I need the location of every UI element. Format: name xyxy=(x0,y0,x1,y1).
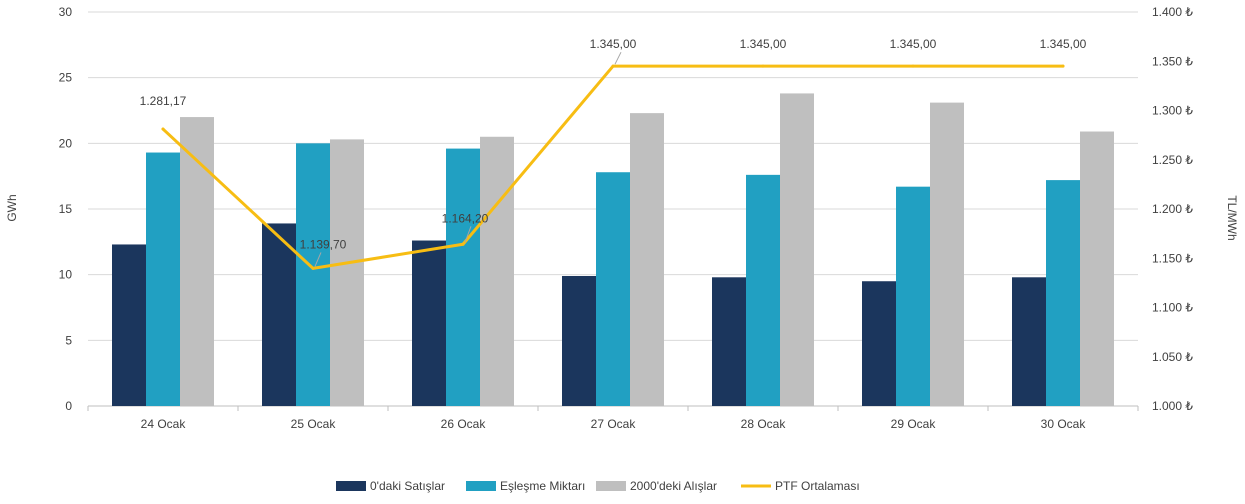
bar xyxy=(1012,277,1046,406)
bar xyxy=(412,240,446,406)
label-leader xyxy=(614,51,622,65)
bar xyxy=(330,139,364,407)
legend-label: 2000'deki Alışlar xyxy=(630,479,717,493)
ptf-data-label: 1.164,20 xyxy=(442,211,489,225)
y-axis-title: GWh xyxy=(5,194,19,221)
y-tick-label: 20 xyxy=(59,136,73,150)
x-tick-label: 24 Ocak xyxy=(141,417,187,431)
ptf-point xyxy=(611,64,615,68)
y2-tick-label: 1.150 ₺ xyxy=(1152,251,1193,265)
x-axis-ticks: 24 Ocak 25 Ocak 26 Ocak 27 Ocak 28 Ocak 29 Oc… xyxy=(87,406,1139,431)
ptf-data-labels: 1.281,17 1.139,70 1.164,20 1.345,00 1.345,00… xyxy=(140,37,1087,267)
bar xyxy=(446,148,480,406)
x-tick-label: 25 Ocak xyxy=(291,417,337,431)
bar xyxy=(146,152,180,406)
x-tick-label: 26 Ocak xyxy=(441,417,487,431)
legend-label: 0'daki Satışlar xyxy=(370,479,445,493)
x-tick-label: 30 Ocak xyxy=(1041,417,1087,431)
y2-tick-label: 1.400 ₺ xyxy=(1152,5,1193,19)
legend-swatch xyxy=(596,481,626,491)
y2-tick-label: 1.100 ₺ xyxy=(1152,301,1193,315)
legend-swatch xyxy=(466,481,496,491)
y2-tick-label: 1.350 ₺ xyxy=(1152,54,1193,68)
y2-tick-label: 1.050 ₺ xyxy=(1152,350,1193,364)
legend: 0'daki Satışlar Eşleşme Miktarı 2000'deki … xyxy=(336,479,860,493)
y-tick-label: 0 xyxy=(65,399,72,413)
x-tick-label: 29 Ocak xyxy=(891,417,937,431)
y2-tick-label: 1.200 ₺ xyxy=(1152,202,1193,216)
ptf-point xyxy=(161,127,165,131)
x-tick-label: 28 Ocak xyxy=(741,417,787,431)
y2-axis-title: TL/MWh xyxy=(1225,195,1239,240)
ptf-data-label: 1.345,00 xyxy=(1040,37,1087,51)
bar xyxy=(630,113,664,407)
ptf-point xyxy=(911,64,915,68)
ptf-line xyxy=(161,64,1065,270)
ptf-data-label: 1.139,70 xyxy=(300,237,347,251)
y2-tick-label: 1.250 ₺ xyxy=(1152,153,1193,167)
bar xyxy=(480,136,514,406)
ptf-point xyxy=(461,242,465,246)
ptf-data-label: 1.345,00 xyxy=(590,37,637,51)
ptf-data-label: 1.345,00 xyxy=(740,37,787,51)
bar xyxy=(112,244,146,406)
legend-swatch xyxy=(336,481,366,491)
bar xyxy=(862,281,896,406)
y2-tick-label: 1.300 ₺ xyxy=(1152,104,1193,118)
y2-tick-label: 1.000 ₺ xyxy=(1152,399,1193,413)
ptf-point xyxy=(761,64,765,68)
bar xyxy=(180,117,214,407)
ptf-data-label: 1.345,00 xyxy=(890,37,937,51)
label-leader xyxy=(314,252,322,267)
y-tick-label: 10 xyxy=(59,268,73,282)
ptf-point xyxy=(1061,64,1065,68)
legend-label: PTF Ortalaması xyxy=(775,479,860,493)
right-axis-ticks: 1.000 ₺ 1.050 ₺ 1.100 ₺ 1.150 ₺ 1.200 ₺ 1.250… xyxy=(1152,5,1193,413)
bar xyxy=(262,223,296,406)
y-tick-label: 25 xyxy=(59,71,73,85)
bars xyxy=(112,93,1114,407)
ptf-point xyxy=(311,266,315,270)
label-leader xyxy=(464,226,472,243)
bar xyxy=(896,186,930,406)
ptf-data-label: 1.281,17 xyxy=(140,94,187,108)
y-tick-label: 30 xyxy=(59,5,73,19)
bar xyxy=(780,93,814,406)
bar xyxy=(746,174,780,406)
bar xyxy=(562,275,596,406)
bar xyxy=(1080,131,1114,406)
left-axis-ticks: 0 5 10 15 20 25 30 xyxy=(59,5,73,413)
y-tick-label: 5 xyxy=(65,333,72,347)
x-tick-label: 27 Ocak xyxy=(591,417,637,431)
bar xyxy=(1046,180,1080,406)
bar xyxy=(296,143,330,407)
bar xyxy=(930,102,964,407)
bar xyxy=(596,172,630,406)
bar xyxy=(712,277,746,406)
legend-label: Eşleşme Miktarı xyxy=(500,479,585,493)
y-tick-label: 15 xyxy=(59,202,73,216)
